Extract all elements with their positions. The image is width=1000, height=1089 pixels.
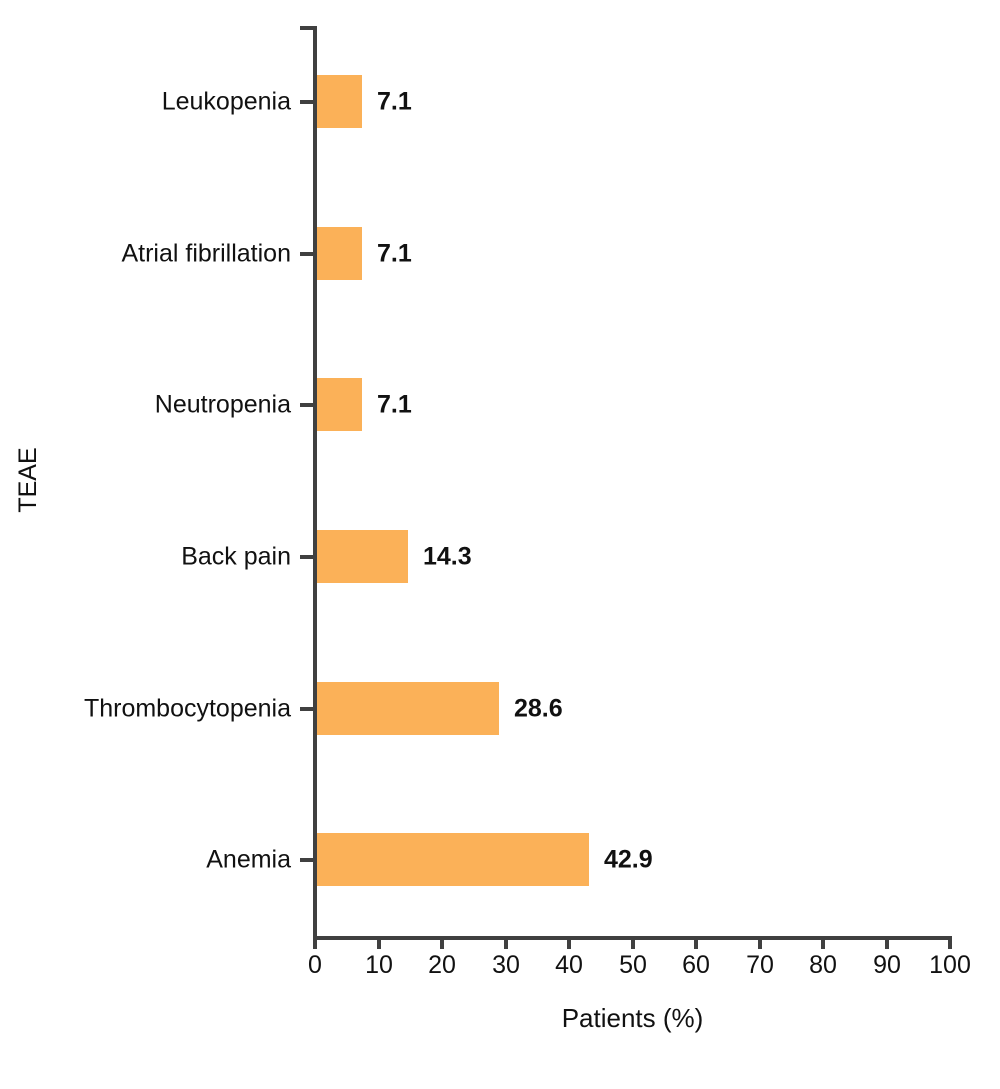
x-axis-tick-label: 50 <box>619 951 647 979</box>
x-axis-tick <box>567 940 571 949</box>
bar <box>317 833 589 886</box>
x-axis-tick <box>758 940 762 949</box>
x-axis-tick-label: 90 <box>873 951 901 979</box>
bar-value-label: 7.1 <box>377 87 412 116</box>
category-label: Atrial fibrillation <box>121 239 291 268</box>
bar <box>317 378 362 431</box>
x-axis-tick-label: 20 <box>428 951 456 979</box>
y-axis-line <box>313 26 317 940</box>
bar-value-label: 7.1 <box>377 390 412 419</box>
category-tick <box>300 555 313 559</box>
x-axis-tick-label: 100 <box>929 951 971 979</box>
category-tick <box>300 403 313 407</box>
y-axis-title: TEAE <box>14 447 42 513</box>
y-axis-top-tick <box>300 26 313 30</box>
x-axis-title: Patients (%) <box>561 1003 704 1033</box>
category-tick <box>300 858 313 862</box>
x-axis-tick-label: 0 <box>308 951 322 979</box>
bar-value-label: 14.3 <box>423 542 472 571</box>
category-tick <box>300 707 313 711</box>
bar-value-label: 42.9 <box>604 845 653 874</box>
x-axis-tick <box>313 940 317 949</box>
x-axis-tick <box>504 940 508 949</box>
x-axis-tick <box>948 940 952 949</box>
category-label: Thrombocytopenia <box>83 694 291 723</box>
category-label: Anemia <box>206 845 291 874</box>
x-axis-tick <box>885 940 889 949</box>
category-label: Leukopenia <box>161 87 291 116</box>
bar <box>317 75 362 128</box>
category-label: Neutropenia <box>154 390 291 419</box>
bar <box>317 682 499 735</box>
x-axis-tick <box>631 940 635 949</box>
category-label: Back pain <box>181 542 291 571</box>
bar-value-label: 28.6 <box>514 694 563 723</box>
bar-value-label: 7.1 <box>377 239 412 268</box>
x-axis-line <box>313 936 952 940</box>
category-tick <box>300 100 313 104</box>
bar <box>317 530 408 583</box>
x-axis-tick <box>440 940 444 949</box>
x-axis-tick-label: 80 <box>809 951 837 979</box>
x-axis-tick <box>377 940 381 949</box>
x-axis-tick-label: 30 <box>492 951 520 979</box>
category-tick <box>300 252 313 256</box>
x-axis-tick <box>821 940 825 949</box>
bar <box>317 227 362 280</box>
x-axis-tick-label: 40 <box>555 951 583 979</box>
x-axis-tick <box>694 940 698 949</box>
x-axis-tick-label: 70 <box>746 951 774 979</box>
x-axis-tick-label: 10 <box>365 951 393 979</box>
x-axis-tick-label: 60 <box>682 951 710 979</box>
